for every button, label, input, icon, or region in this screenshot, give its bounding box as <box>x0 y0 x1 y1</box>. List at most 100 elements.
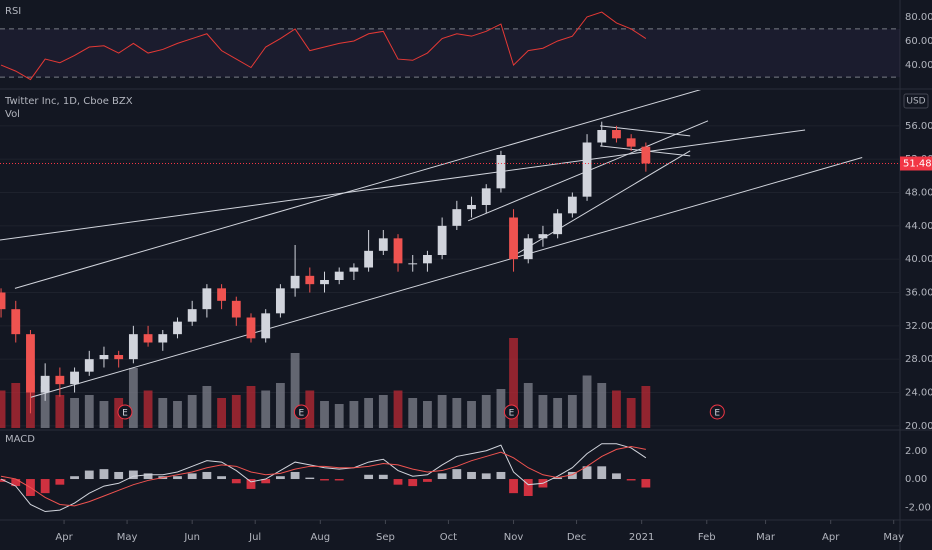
volume-bar <box>290 353 300 428</box>
x-tick-label: May <box>117 532 138 543</box>
earnings-label: E <box>714 409 720 419</box>
candle-body <box>0 292 6 310</box>
histogram-bar <box>612 473 621 480</box>
histogram-bar <box>378 474 388 480</box>
histogram-bar <box>437 473 447 480</box>
trendline <box>0 129 806 241</box>
volume-bar <box>246 386 256 428</box>
volume-bar <box>305 390 315 428</box>
volume-bar <box>202 386 212 428</box>
volume-bar <box>393 390 403 428</box>
histogram-bar <box>334 479 344 481</box>
volume-bar <box>597 383 607 428</box>
histogram-bar <box>84 470 94 480</box>
y-tick-label: -2.00 <box>905 502 931 513</box>
candle-body <box>290 275 300 289</box>
volume-bar <box>523 383 533 428</box>
x-tick-label: Apr <box>55 532 73 543</box>
candle-body <box>378 238 388 251</box>
y-tick-label: 36.00 <box>905 288 932 299</box>
y-tick-label: 2.00 <box>905 446 927 457</box>
earnings-marker <box>117 404 133 420</box>
candle-body <box>612 130 621 139</box>
candle-body <box>481 188 491 205</box>
histogram-bar <box>173 476 182 480</box>
volume-bar <box>55 395 65 428</box>
histogram-bar <box>261 479 271 484</box>
candle-body <box>349 267 359 272</box>
histogram-bar <box>0 479 6 482</box>
y-tick-label: 24.00 <box>905 388 932 399</box>
trendline <box>29 157 863 398</box>
histogram-bar <box>641 479 651 488</box>
candle-body <box>467 205 476 210</box>
volume-bar <box>641 386 651 428</box>
volume-bar <box>582 375 592 428</box>
histogram-bar <box>114 471 124 480</box>
volume-bar <box>496 389 506 428</box>
volume-bar <box>349 401 359 428</box>
earnings-label: E <box>299 409 305 419</box>
chart-title: Twitter Inc, 1D, Cboe BZX <box>4 96 133 107</box>
histogram-bar <box>320 479 329 481</box>
currency-box <box>903 93 929 109</box>
x-tick-label: Dec <box>567 532 586 543</box>
macd-line <box>0 443 647 513</box>
candle-body <box>509 217 518 260</box>
y-tick-label: 56.00 <box>905 121 932 132</box>
volume-bar <box>378 395 388 428</box>
candle-body <box>523 238 533 260</box>
candle-body <box>582 142 592 197</box>
candle-body <box>305 275 315 285</box>
volume-bar <box>84 395 94 428</box>
candle-body <box>246 317 256 339</box>
candle-body <box>641 146 651 164</box>
histogram-bar <box>496 471 506 480</box>
x-tick-label: Oct <box>440 532 457 543</box>
volume-bar <box>187 395 197 428</box>
rsi-line <box>0 11 647 81</box>
histogram-bar <box>246 479 256 489</box>
signal-line <box>0 446 646 507</box>
candle-body <box>55 375 65 385</box>
candle-body <box>99 355 109 360</box>
x-tick-label: Aug <box>311 532 331 543</box>
volume-bar <box>364 398 374 428</box>
histogram-bar <box>99 469 109 480</box>
candle-body <box>437 225 447 255</box>
histogram-bar <box>290 471 300 480</box>
candle-body <box>423 255 432 264</box>
histogram-bar <box>231 479 241 484</box>
histogram-bar <box>467 471 476 480</box>
candle-body <box>143 334 153 343</box>
volume-bar <box>217 398 226 428</box>
histogram-bar <box>509 479 518 494</box>
candle-body <box>26 334 35 393</box>
y-tick-label: 44.00 <box>905 221 932 232</box>
histogram-bar <box>364 474 374 480</box>
trendline <box>511 150 691 258</box>
histogram-bar <box>393 479 403 485</box>
candle-body <box>217 288 226 301</box>
volume-bar <box>437 395 447 428</box>
x-tick-label: Jul <box>248 532 261 543</box>
volume-bar <box>70 398 79 428</box>
candle-body <box>597 130 607 143</box>
earnings-label: E <box>509 409 515 419</box>
volume-label: Vol <box>5 109 20 120</box>
earnings-label: E <box>122 409 128 419</box>
x-tick-label: Mar <box>756 532 776 543</box>
x-tick-label: Nov <box>504 532 524 543</box>
candle-body <box>231 300 241 318</box>
candle-body <box>84 359 94 372</box>
y-tick-label: 40.00 <box>905 60 932 71</box>
candle-body <box>70 371 79 385</box>
volume-bar <box>320 401 329 428</box>
volume-bar <box>509 338 518 428</box>
volume-bar <box>567 395 577 428</box>
histogram-bar <box>11 479 21 487</box>
candle-body <box>496 155 506 189</box>
candle-body <box>11 309 21 335</box>
candle-body <box>334 271 344 280</box>
rsi-title: RSI <box>5 6 21 17</box>
